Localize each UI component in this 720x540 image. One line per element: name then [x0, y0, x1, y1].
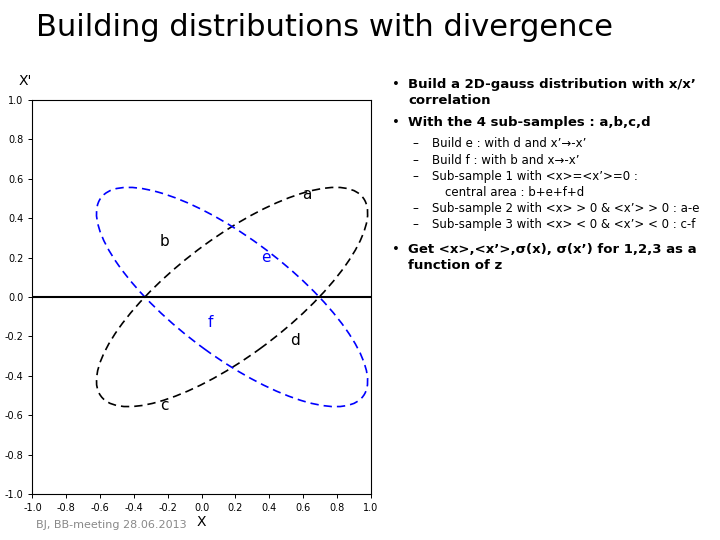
Text: Building distributions with divergence: Building distributions with divergence [36, 14, 613, 43]
Text: function of z: function of z [408, 259, 503, 272]
Text: central area : b+e+f+d: central area : b+e+f+d [445, 186, 584, 199]
Text: Sub-sample 2 with <x> > 0 & <x’> > 0 : a-e: Sub-sample 2 with <x> > 0 & <x’> > 0 : a… [432, 202, 700, 215]
Text: –: – [413, 153, 418, 167]
Text: Build f : with b and x→-x’: Build f : with b and x→-x’ [432, 153, 580, 167]
Text: correlation: correlation [408, 94, 491, 107]
Text: f: f [207, 315, 212, 330]
Text: –: – [413, 219, 418, 232]
Text: Build a 2D-gauss distribution with x/x’: Build a 2D-gauss distribution with x/x’ [408, 78, 696, 91]
X-axis label: X: X [197, 515, 207, 529]
Text: –: – [413, 202, 418, 215]
Text: Build e : with d and x’→-x’: Build e : with d and x’→-x’ [432, 137, 586, 151]
Text: –: – [413, 137, 418, 151]
Text: X': X' [19, 74, 32, 88]
Text: •: • [392, 116, 400, 129]
Text: e: e [261, 250, 271, 265]
Text: Get <x>,<x’>,σ(x), σ(x’) for 1,2,3 as a: Get <x>,<x’>,σ(x), σ(x’) for 1,2,3 as a [408, 243, 697, 256]
Text: c: c [160, 398, 168, 413]
Text: •: • [392, 78, 400, 91]
Text: Sub-sample 3 with <x> < 0 & <x’> < 0 : c-f: Sub-sample 3 with <x> < 0 & <x’> < 0 : c… [432, 219, 696, 232]
Text: –: – [413, 170, 418, 183]
Text: •: • [392, 243, 400, 256]
Text: Sub-sample 1 with <x>=<x’>=0 :: Sub-sample 1 with <x>=<x’>=0 : [432, 170, 638, 183]
Text: d: d [289, 333, 300, 348]
Text: a: a [302, 187, 311, 202]
Text: b: b [160, 234, 169, 249]
Text: With the 4 sub-samples : a,b,c,d: With the 4 sub-samples : a,b,c,d [408, 116, 651, 129]
Text: BJ, BB-meeting 28.06.2013: BJ, BB-meeting 28.06.2013 [36, 520, 186, 530]
